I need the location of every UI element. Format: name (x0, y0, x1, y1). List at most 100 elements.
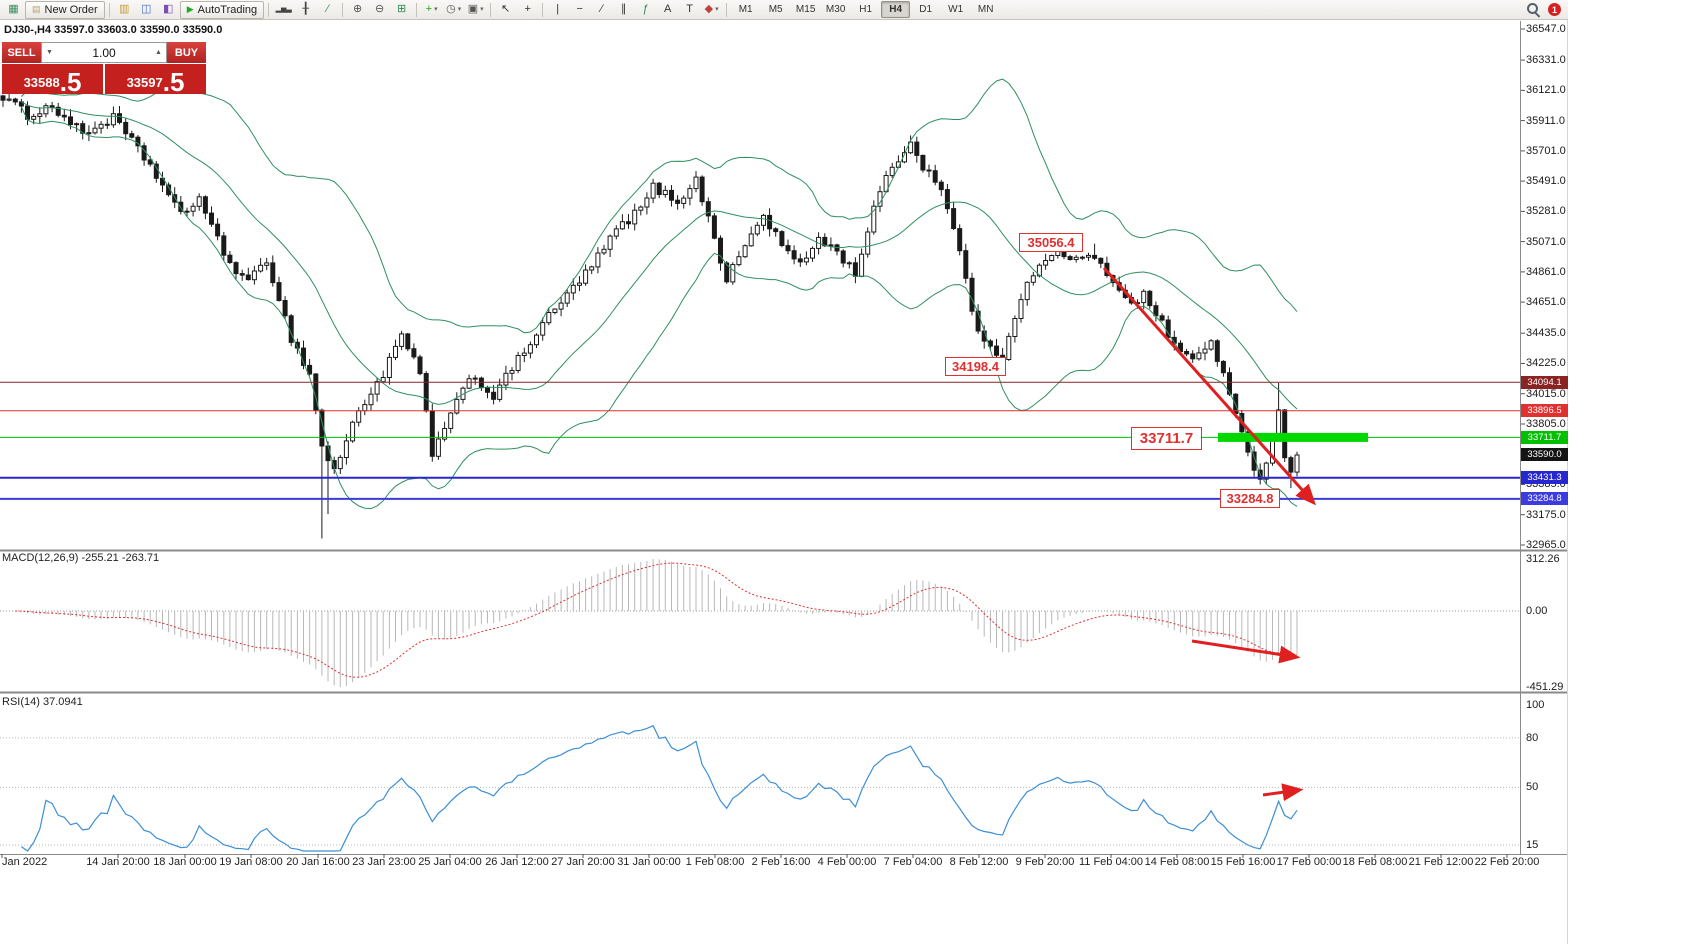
equidistant-channel-icon[interactable]: ∥ (620, 3, 627, 15)
time-axis-label: 18 Feb 08:00 (1342, 856, 1408, 868)
notification-badge[interactable]: 1 (1548, 3, 1561, 16)
toolbar-separator (108, 2, 110, 17)
price-axis-label: 34435.0 (1526, 327, 1566, 340)
label-icon[interactable]: T (686, 3, 694, 15)
autotrading-button[interactable]: ▶ AutoTrading (179, 0, 265, 19)
tf-button-m15[interactable]: M15 (795, 4, 816, 15)
time-axis-label: 25 Jan 04:00 (418, 856, 482, 868)
crosshair-icon[interactable]: + (524, 3, 531, 15)
time-axis-label: 22 Feb 20:00 (1474, 856, 1540, 868)
tf-button-m5[interactable]: M5 (768, 4, 783, 15)
price-axis-label: 34651.0 (1526, 296, 1566, 309)
buy-button[interactable]: BUY (167, 42, 206, 63)
time-axis-label: 14 Feb 08:00 (1144, 856, 1210, 868)
periods-icon[interactable]: ◷ ▾ (446, 3, 462, 15)
text-icon[interactable]: A (663, 3, 672, 15)
horizontal-line-icon[interactable]: − (576, 3, 583, 15)
rsi-scale-label: 50 (1526, 781, 1539, 794)
price-axis-label: 34015.0 (1526, 387, 1566, 400)
price-axis-label: 35701.0 (1526, 144, 1566, 157)
price-tag: 33711.7 (1521, 430, 1568, 444)
navigator-icon[interactable]: ◧ (163, 3, 174, 15)
bar-chart-icon[interactable]: ▂▅▃ (275, 6, 292, 13)
fibonacci-icon[interactable]: ƒ (642, 3, 649, 15)
vertical-line-icon[interactable]: | (556, 3, 560, 15)
current-price-tag: 33590.0 (1521, 448, 1568, 462)
charts-icon[interactable]: ▥ (119, 3, 130, 15)
time-axis-label: 26 Jan 12:00 (485, 856, 549, 868)
buy-price-display[interactable]: 33597.5 (105, 64, 206, 95)
tf-button-d1[interactable]: D1 (919, 4, 933, 15)
toolbar-separator (542, 2, 544, 17)
price-axis-label: 35491.0 (1526, 175, 1566, 188)
trendline-icon[interactable]: ∕ (600, 3, 603, 15)
chart-window-icon[interactable]: ▦ (8, 3, 19, 15)
templates-icon[interactable]: ▣ ▾ (467, 3, 484, 15)
price-axis-label: 35911.0 (1526, 114, 1565, 127)
tile-windows-icon[interactable]: ⊞ (397, 3, 407, 15)
price-axis-label: 34225.0 (1526, 357, 1566, 370)
time-axis-label: 7 Feb 04:00 (883, 856, 943, 868)
chevron-down-icon: ▾ (480, 6, 484, 13)
one-click-trading-panel: SELL ▼ 1.00 ▲ BUY 33588.5 33597.5 (2, 42, 206, 95)
price-callout[interactable]: 35056.4 (1019, 233, 1083, 252)
candlesticks (0, 91, 1300, 539)
horizontal-line-objects[interactable] (0, 381, 1520, 500)
tf-button-m30[interactable]: M30 (825, 4, 846, 15)
price-tag: 33896.5 (1521, 404, 1568, 418)
zoom-out-icon[interactable]: ⊖ (375, 3, 385, 15)
new-order-button[interactable]: ▤ New Order (25, 0, 105, 19)
zoom-in-icon[interactable]: ⊕ (353, 3, 363, 15)
macd-label: MACD(12,26,9) -255.21 -263.71 (2, 552, 160, 564)
volume-decrease-button[interactable]: ▼ (46, 49, 53, 56)
sell-button[interactable]: SELL (2, 42, 41, 63)
time-axis-label: 15 Feb 16:00 (1210, 856, 1276, 868)
rsi-scale-label: 15 (1526, 839, 1539, 851)
tf-button-w1[interactable]: W1 (948, 4, 964, 15)
chevron-down-icon: ▾ (715, 6, 719, 13)
volume-input[interactable]: 1.00 (92, 45, 116, 60)
time-axis-label: 14 Jan 20:00 (86, 856, 150, 868)
indicators-icon[interactable]: + ▾ (425, 3, 438, 15)
toolbar-separator (726, 2, 728, 17)
tf-button-h1[interactable]: H1 (859, 4, 873, 15)
tf-button-h4[interactable]: H4 (881, 1, 911, 18)
price-callout[interactable]: 33711.7 (1131, 427, 1202, 450)
tf-button-mn[interactable]: MN (977, 4, 994, 15)
sell-price-display[interactable]: 33588.5 (2, 64, 103, 95)
price-axis-label: 33175.0 (1526, 508, 1566, 521)
time-axis-label: 21 Feb 12:00 (1408, 856, 1474, 868)
volume-increase-button[interactable]: ▲ (155, 49, 162, 56)
bollinger-bands (20, 78, 1298, 510)
time-axis-label: 17 Feb 00:00 (1276, 856, 1342, 868)
time-axis-label: 2 Feb 16:00 (751, 856, 811, 868)
market-watch-icon[interactable]: ◫ (141, 3, 152, 15)
time-axis-label: 20 Jan 16:00 (286, 856, 350, 868)
time-axis-label: Jan 2022 (2, 856, 48, 868)
trend-arrow-objects[interactable] (1102, 267, 1316, 802)
macd-scale-label: -451.29 (1526, 681, 1564, 693)
search-icon[interactable] (1526, 2, 1541, 17)
chevron-down-icon: ▾ (457, 6, 462, 13)
time-axis-label: 8 Feb 12:00 (949, 856, 1009, 868)
time-axis-label: 19 Jan 08:00 (219, 856, 283, 868)
line-chart-icon[interactable]: ∕ (326, 3, 329, 15)
price-axis-label: 35281.0 (1526, 205, 1566, 218)
sell-price-main: 33588 (23, 75, 60, 90)
price-axis-label: 36121.0 (1526, 84, 1566, 97)
tf-button-m1[interactable]: M1 (738, 4, 753, 15)
price-callout[interactable]: 34198.4 (945, 357, 1006, 376)
macd-indicator (0, 559, 1520, 687)
price-axis-label: 34861.0 (1526, 265, 1566, 278)
price-axis-label: 32965.0 (1526, 539, 1566, 551)
rsi-indicator (0, 724, 1520, 852)
macd-scale-label: 312.26 (1526, 553, 1560, 565)
cursor-icon[interactable]: ↖ (501, 3, 511, 15)
candlestick-chart-icon[interactable]: ╂ (302, 3, 309, 15)
time-axis-label: 4 Feb 00:00 (817, 856, 877, 868)
price-axis-label: 33385.0 (1526, 478, 1566, 491)
price-callout[interactable]: 33284.8 (1220, 489, 1280, 508)
new-order-button-label: New Order (44, 3, 98, 16)
arrows-icon[interactable]: ◆ ▾ (704, 3, 719, 15)
new-order-icon: ▤ (32, 4, 41, 14)
